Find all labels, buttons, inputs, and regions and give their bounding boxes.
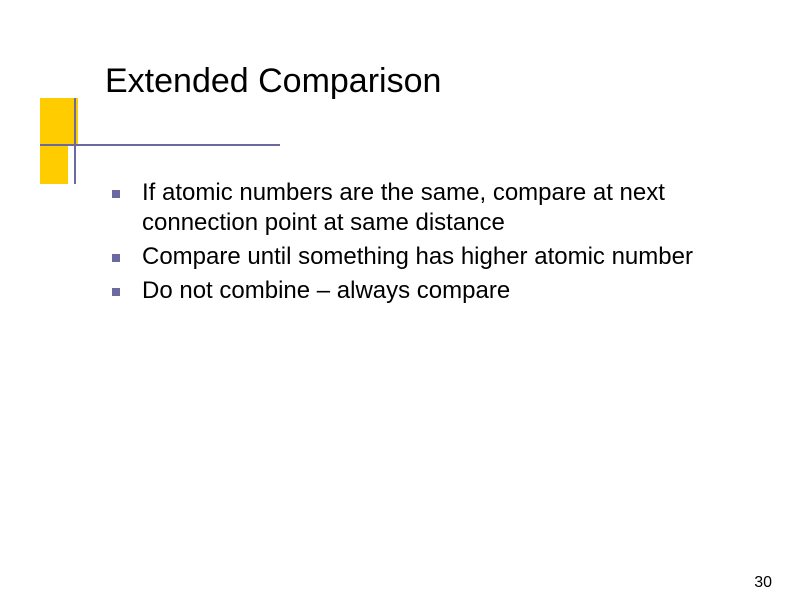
bullet-text: Do not combine – always compare: [142, 276, 510, 306]
deco-line-horizontal: [40, 144, 280, 146]
bullet-icon: [112, 288, 120, 296]
bullet-text: Compare until something has higher atomi…: [142, 242, 693, 272]
bullet-item: Do not combine – always compare: [112, 276, 722, 306]
bullet-list: If atomic numbers are the same, compare …: [112, 178, 722, 310]
deco-line-vertical: [74, 98, 76, 184]
bullet-icon: [112, 254, 120, 262]
deco-yellow-bottom: [40, 146, 68, 184]
bullet-item: If atomic numbers are the same, compare …: [112, 178, 722, 238]
page-number: 30: [754, 574, 772, 592]
bullet-icon: [112, 190, 120, 198]
deco-yellow-top: [40, 98, 78, 146]
slide-title: Extended Comparison: [105, 62, 441, 101]
bullet-item: Compare until something has higher atomi…: [112, 242, 722, 272]
bullet-text: If atomic numbers are the same, compare …: [142, 178, 722, 238]
